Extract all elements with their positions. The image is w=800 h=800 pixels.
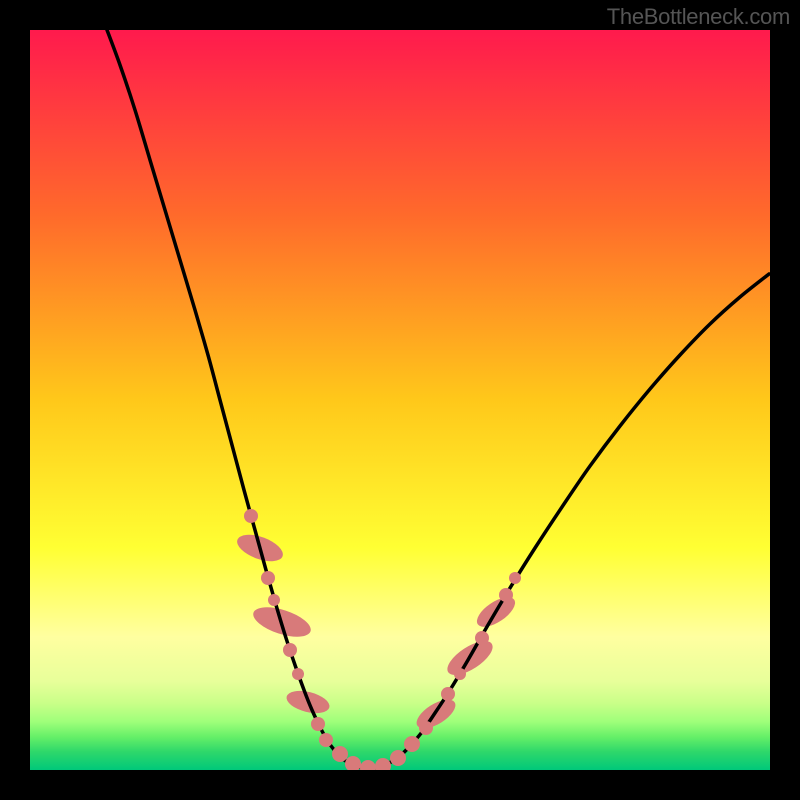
data-marker <box>454 668 466 680</box>
gradient-background <box>30 30 770 770</box>
data-marker <box>419 721 433 735</box>
data-marker <box>499 588 513 602</box>
bottleneck-curve-chart <box>30 30 770 770</box>
data-marker <box>268 594 280 606</box>
watermark-text: TheBottleneck.com <box>607 4 790 30</box>
data-marker <box>244 509 258 523</box>
chart-plot-area <box>30 30 770 770</box>
data-marker <box>332 746 348 762</box>
data-marker <box>441 687 455 701</box>
data-marker <box>261 571 275 585</box>
data-marker <box>292 668 304 680</box>
data-marker <box>509 572 521 584</box>
data-marker <box>311 717 325 731</box>
data-marker <box>390 750 406 766</box>
data-marker <box>404 736 420 752</box>
data-marker <box>319 733 333 747</box>
data-marker <box>475 631 489 645</box>
data-marker <box>283 643 297 657</box>
